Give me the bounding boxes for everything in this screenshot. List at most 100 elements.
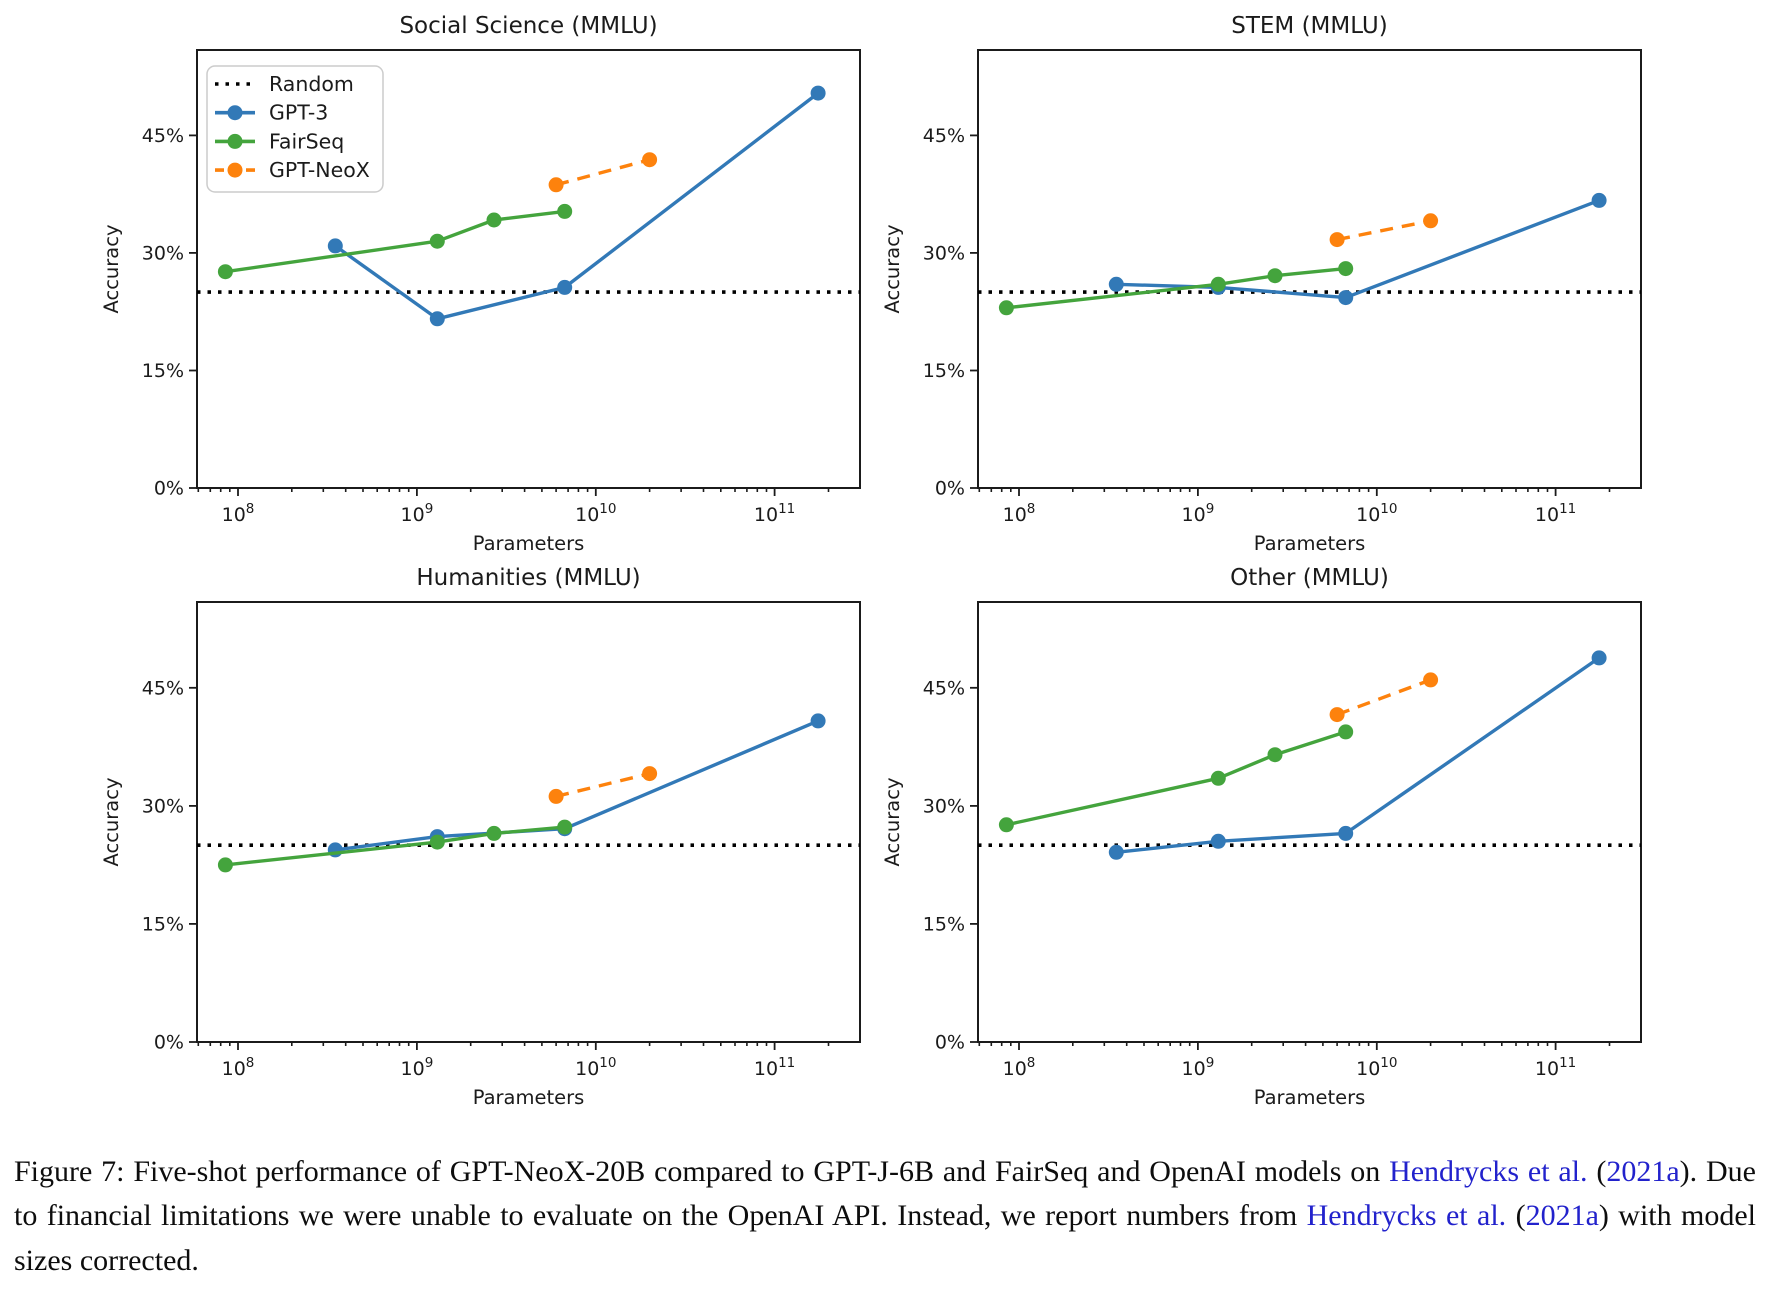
x-tick-label: 1010 <box>1356 501 1397 526</box>
legend-entry-random: Random <box>215 72 354 96</box>
legend-entry-gpt-3: GPT-3 <box>215 101 328 125</box>
citation-link[interactable]: Hendrycks et al. <box>1306 1199 1507 1233</box>
fairseq-marker <box>429 233 445 249</box>
gpt-3-marker <box>1210 833 1226 849</box>
fairseq-marker <box>557 819 573 835</box>
citation-link[interactable]: 2021a <box>1525 1199 1599 1233</box>
y-tick-label: 30% <box>923 795 965 817</box>
y-tick-label: 45% <box>923 125 965 147</box>
y-axis-label: Accuracy <box>100 777 123 866</box>
y-tick-label: 45% <box>923 677 965 699</box>
caption-text: Figure 7: Five-shot performance of GPT-N… <box>14 1155 1390 1188</box>
x-tick-label: 1010 <box>1356 1055 1397 1080</box>
gpt-3-marker <box>1108 276 1124 292</box>
gpt-3-marker <box>327 238 343 254</box>
gpt-3-line <box>1116 198 1600 300</box>
citation-link[interactable]: Hendrycks et al. <box>1389 1155 1588 1188</box>
legend-marker <box>227 105 243 121</box>
gpt-neox-marker <box>548 788 564 804</box>
fairseq-line <box>1006 266 1346 310</box>
y-tick-label: 15% <box>142 913 184 935</box>
fairseq-marker <box>557 203 573 219</box>
plot-title: Social Science (MMLU) <box>399 13 657 39</box>
fairseq-marker <box>998 300 1014 316</box>
gpt-3-marker <box>429 311 445 327</box>
legend-label: GPT-NeoX <box>269 158 370 182</box>
y-tick-label: 30% <box>142 242 184 264</box>
y-tick-label: 30% <box>142 795 184 817</box>
gpt-3-marker <box>1108 844 1124 860</box>
fairseq-marker <box>1338 261 1354 277</box>
y-tick-label: 0% <box>935 1032 965 1054</box>
citation-link[interactable]: 2021a <box>1606 1155 1680 1188</box>
gpt-neox-marker <box>1423 672 1439 688</box>
gpt-neox-marker <box>1329 232 1345 248</box>
x-tick-label: 108 <box>222 501 255 526</box>
fairseq-line <box>225 209 565 274</box>
x-tick-label: 109 <box>401 1055 434 1080</box>
x-tick-label: 109 <box>1182 1055 1215 1080</box>
fairseq-marker <box>486 825 502 841</box>
x-tick-label: 1011 <box>1535 1055 1576 1080</box>
gpt-3-marker <box>1338 290 1354 306</box>
figure-caption: Figure 7: Five-shot performance of GPT-N… <box>14 1150 1756 1283</box>
fairseq-marker <box>998 817 1014 833</box>
y-tick-label: 0% <box>935 478 965 500</box>
subplot-stem-mmlu: 108 109 1010 1011 0% 15% 30% 45% STEM (MMLU) Para… <box>881 13 1642 555</box>
fairseq-marker <box>1210 276 1226 292</box>
y-tick-label: 45% <box>142 677 184 699</box>
subplot-social-science-mmlu: 108 109 1010 1011 0% 15% 30% 45% Social Science … <box>100 13 861 555</box>
gpt-3-marker <box>1591 650 1607 666</box>
x-tick-label: 1011 <box>754 501 795 526</box>
fairseq-marker <box>486 212 502 228</box>
y-tick-label: 0% <box>154 478 184 500</box>
plot-title: Other (MMLU) <box>1230 565 1389 591</box>
gpt-neox-marker <box>1423 213 1439 229</box>
gpt-neox-marker <box>642 766 658 782</box>
x-tick-label: 108 <box>1003 1055 1036 1080</box>
fairseq-marker <box>1210 770 1226 786</box>
fairseq-marker <box>1267 747 1283 763</box>
legend-marker <box>227 162 243 178</box>
caption-text: ). Due to financial limitations we were … <box>14 1155 1756 1233</box>
gpt-3-line <box>1116 656 1601 854</box>
legend-marker <box>227 133 243 149</box>
gpt-neox-marker <box>642 152 658 168</box>
legend-label: GPT-3 <box>269 101 328 125</box>
subplot-other-mmlu: 108 109 1010 1011 0% 15% 30% 45% Other (MMLU) Par… <box>881 565 1642 1109</box>
legend-box <box>206 65 384 193</box>
y-axis-label: Accuracy <box>881 224 904 313</box>
legend: Random GPT-3 FairSeq GPT-NeoX <box>206 65 384 193</box>
legend-entry-gpt-neox: GPT-NeoX <box>215 158 370 182</box>
legend-label: Random <box>269 72 354 96</box>
gpt-3-marker <box>1338 825 1354 841</box>
x-axis-label: Parameters <box>473 532 585 555</box>
caption-text: ) with model sizes corrected. <box>14 1199 1756 1277</box>
gpt-3-marker <box>1591 192 1607 208</box>
plot-border <box>977 601 1642 1043</box>
gpt-neox-marker <box>1329 707 1345 723</box>
plot-border <box>196 49 861 489</box>
y-axis-label: Accuracy <box>881 777 904 866</box>
gpt-neox-line <box>555 771 651 799</box>
legend-entry-fairseq: FairSeq <box>215 129 344 153</box>
plot-border <box>196 601 861 1043</box>
subplot-humanities-mmlu: 108 109 1010 1011 0% 15% 30% 45% Humanities (MML… <box>100 565 861 1109</box>
x-tick-label: 108 <box>1003 501 1036 526</box>
x-tick-label: 109 <box>1182 501 1215 526</box>
gpt-3-marker <box>557 279 573 295</box>
x-axis-label: Parameters <box>473 1086 585 1109</box>
y-tick-label: 15% <box>142 360 184 382</box>
caption-text: ( <box>1587 1155 1607 1188</box>
y-tick-label: 15% <box>923 360 965 382</box>
legend-label: FairSeq <box>269 129 344 153</box>
y-axis-label: Accuracy <box>100 224 123 313</box>
fairseq-marker <box>217 857 233 873</box>
y-tick-label: 45% <box>142 125 184 147</box>
x-tick-label: 1010 <box>575 501 616 526</box>
gpt-3-line <box>334 91 820 321</box>
x-tick-label: 108 <box>222 1055 255 1080</box>
plot-border <box>977 49 1642 489</box>
fairseq-line <box>225 825 565 867</box>
fairseq-marker <box>429 834 445 850</box>
